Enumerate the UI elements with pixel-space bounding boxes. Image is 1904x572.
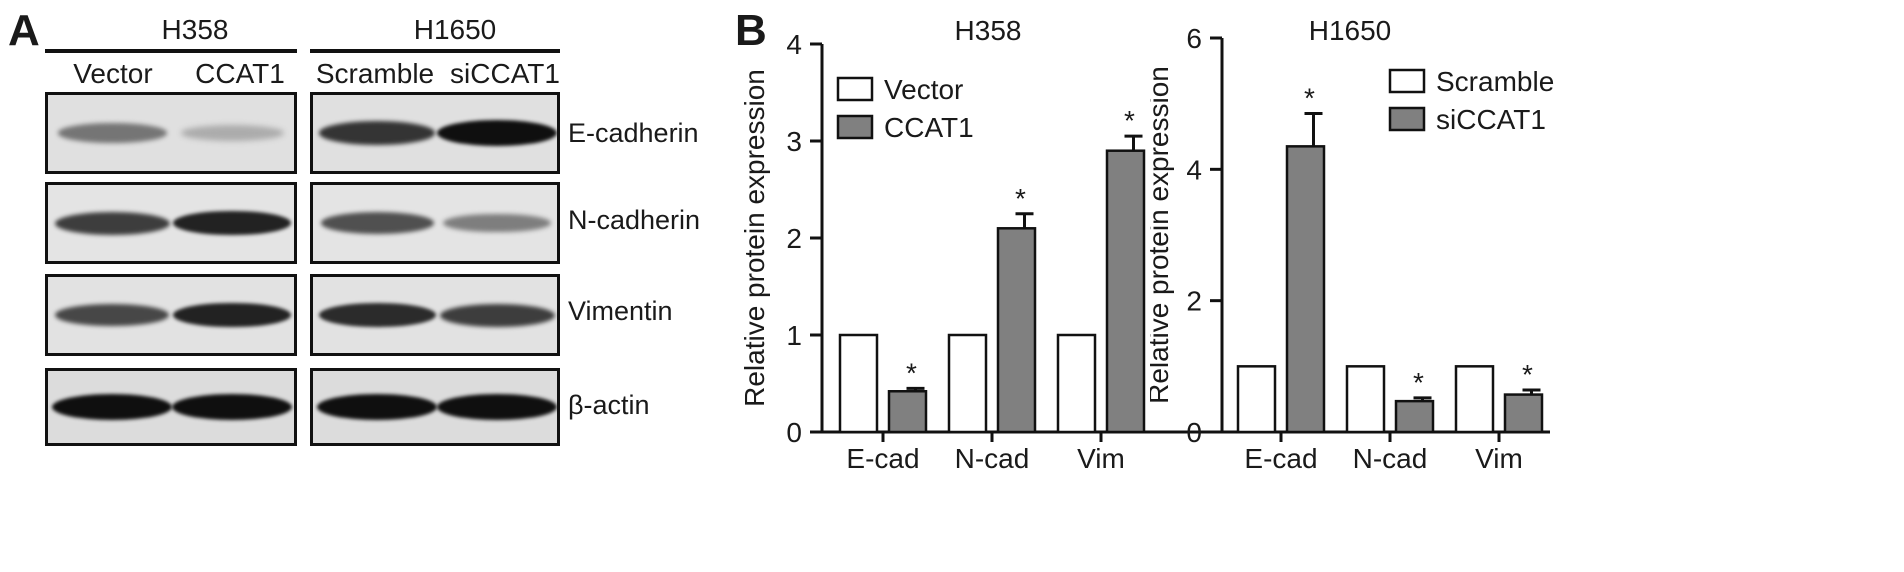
panel-a-letter: A — [8, 6, 40, 55]
legend-label-scramble: Scramble — [1436, 66, 1554, 97]
x-tick-label-vim: Vim — [1077, 443, 1125, 474]
band-beta-actin-siccat1 — [437, 394, 557, 420]
protein-label-vimentin: Vimentin — [568, 296, 673, 326]
h1650-bracket-line — [310, 49, 560, 53]
bar-ccat1-vim — [1105, 149, 1146, 434]
protein-label-n-cadherin: N-cadherin — [568, 205, 701, 235]
blot-n-cadherin-h358 — [45, 182, 297, 264]
blot-e-cadherin-h358 — [45, 92, 297, 174]
band-beta-actin-scramble — [317, 394, 437, 420]
band-n-cadherin-ccat1 — [173, 210, 291, 236]
band-e-cadherin-scramble — [319, 121, 435, 145]
y-tick-label: 0 — [786, 417, 802, 448]
bar-siccat1-vim — [1503, 393, 1544, 434]
significance-marker: * — [1522, 359, 1533, 390]
legend-label-vector: Vector — [884, 74, 963, 105]
y-tick-label: 2 — [786, 223, 802, 254]
significance-marker: * — [906, 357, 917, 388]
y-tick-label: 4 — [786, 29, 802, 60]
bar-siccat1-e-cad — [1285, 145, 1326, 434]
h358-bracket-line — [45, 49, 297, 53]
blot-vimentin-h358 — [45, 274, 297, 356]
bar-vector-n-cad — [947, 333, 988, 434]
y-tick-label: 2 — [1186, 286, 1202, 317]
band-n-cadherin-scramble — [320, 212, 434, 234]
y-tick-label: 3 — [786, 126, 802, 157]
y-tick-label: 4 — [1186, 154, 1202, 185]
bar-chart-h358: H358 0 1 2 3 4 Relative protein expression * E-c… — [740, 15, 1300, 474]
y-axis-label: Relative protein expression — [740, 69, 770, 407]
bar-ccat1-n-cad — [996, 227, 1037, 434]
panel-b-letter: B — [735, 6, 767, 55]
chart-title: H358 — [955, 15, 1022, 46]
bar-chart-h1650: H1650 0 2 4 6 Relative protein expression * E-c… — [1150, 15, 1554, 474]
protein-label-e-cadherin: E-cadherin — [568, 118, 699, 148]
x-tick-label-e-cad: E-cad — [846, 443, 919, 474]
blot-beta-actin-h1650 — [310, 368, 560, 446]
y-tick-label: 6 — [1186, 23, 1202, 54]
band-vimentin-siccat1 — [439, 303, 555, 327]
band-vimentin-ccat1 — [173, 302, 291, 328]
chart-title: H1650 — [1309, 15, 1392, 46]
cell-line-h1650-label: H1650 — [413, 14, 497, 45]
band-beta-actin-ccat1 — [172, 394, 292, 420]
bar-vector-vim — [1056, 333, 1097, 434]
bar-scramble-vim — [1454, 365, 1495, 434]
blot-e-cadherin-h1650 — [310, 92, 560, 174]
y-tick-label: 1 — [786, 320, 802, 351]
lane-label-scramble: Scramble — [315, 58, 435, 89]
legend-swatch-siccat1 — [1388, 106, 1426, 132]
y-axis-label: Relative protein expression — [1150, 66, 1174, 404]
significance-marker: * — [1015, 183, 1026, 214]
band-vimentin-vector — [55, 303, 169, 327]
bar-scramble-e-cad — [1236, 365, 1277, 434]
x-tick-label-vim: Vim — [1475, 443, 1523, 474]
lane-label-ccat1: CCAT1 — [195, 58, 285, 89]
protein-label-beta-actin: β-actin — [568, 390, 650, 420]
significance-marker: * — [1124, 105, 1135, 136]
band-e-cadherin-vector — [57, 123, 167, 143]
band-beta-actin-vector — [52, 394, 172, 420]
lane-label-vector: Vector — [73, 58, 153, 89]
blot-beta-actin-h358 — [45, 368, 297, 446]
significance-marker: * — [1304, 83, 1315, 114]
cell-line-h358-label: H358 — [161, 14, 229, 45]
band-vimentin-scramble — [318, 302, 436, 328]
bar-scramble-n-cad — [1345, 365, 1386, 434]
bar-ccat1-e-cad — [887, 390, 928, 434]
bar-vector-e-cad — [838, 333, 879, 434]
legend-swatch-vector — [836, 76, 874, 102]
x-tick-label-e-cad: E-cad — [1244, 443, 1317, 474]
legend-label-ccat1: CCAT1 — [884, 112, 974, 143]
blot-vimentin-h1650 — [310, 274, 560, 356]
legend-label-siccat1: siCCAT1 — [1436, 104, 1546, 135]
blot-n-cadherin-h1650 — [310, 182, 560, 264]
band-e-cadherin-ccat1 — [180, 125, 284, 141]
legend-swatch-scramble — [1388, 68, 1426, 94]
x-tick-label-n-cad: N-cad — [955, 443, 1030, 474]
band-n-cadherin-siccat1 — [443, 213, 551, 233]
lane-label-siccat1: siCCAT1 — [450, 58, 560, 89]
band-e-cadherin-siccat1 — [437, 120, 557, 146]
bar-siccat1-n-cad — [1394, 399, 1435, 434]
legend-swatch-ccat1 — [836, 114, 874, 140]
x-tick-label-n-cad: N-cad — [1353, 443, 1428, 474]
band-n-cadherin-vector — [54, 211, 170, 235]
significance-marker: * — [1413, 367, 1424, 398]
y-tick-label: 0 — [1186, 417, 1202, 448]
